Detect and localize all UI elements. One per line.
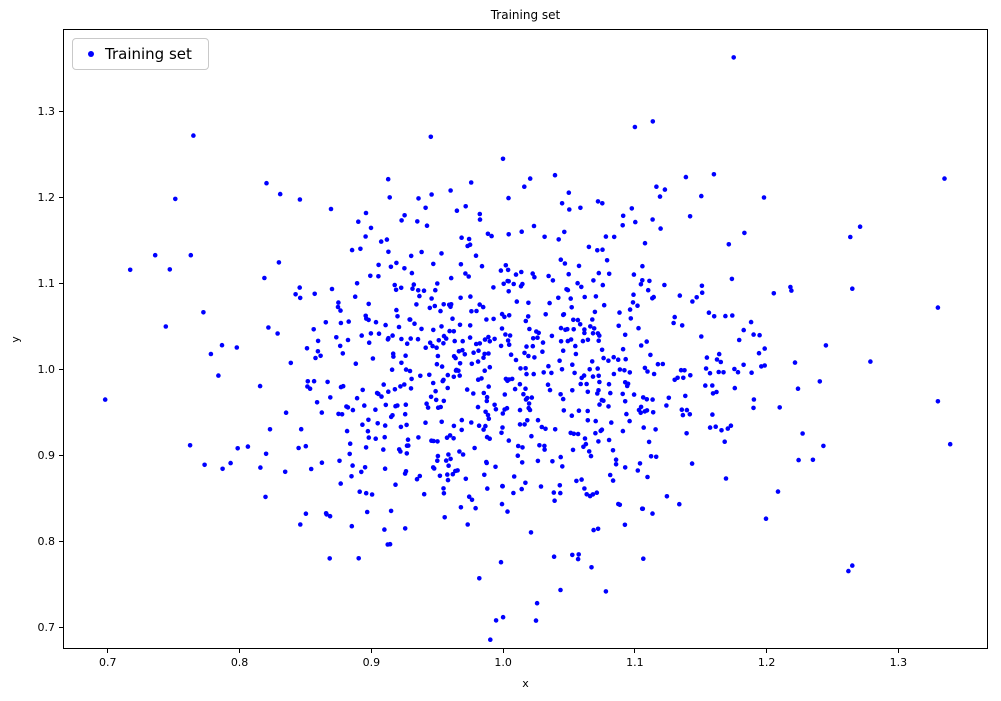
legend-marker-icon: [88, 51, 94, 57]
x-tick-label: 1.0: [494, 656, 512, 669]
y-tick-mark: [59, 455, 63, 457]
x-tick-label: 0.9: [362, 656, 381, 669]
y-tick-label: 1.2: [37, 190, 56, 204]
y-tick-label: 1.1: [37, 276, 56, 290]
x-axis-label: x: [522, 677, 529, 690]
x-tick-label: 1.2: [757, 656, 776, 669]
x-tick-mark: [502, 649, 504, 653]
y-tick-label: 1.0: [37, 362, 56, 376]
x-tick-mark: [766, 649, 768, 653]
y-axis-label: y: [8, 336, 22, 343]
y-tick-label: 1.3: [37, 104, 56, 118]
y-tick-label: 0.9: [37, 448, 56, 462]
x-tick-label: 0.7: [99, 656, 117, 669]
x-tick-label: 0.8: [230, 656, 249, 669]
x-tick-mark: [107, 649, 109, 653]
y-tick-mark: [59, 369, 63, 371]
y-tick-mark: [59, 197, 63, 199]
x-tick-label: 1.1: [626, 656, 644, 669]
legend-label: Training set: [105, 45, 192, 63]
y-tick-mark: [59, 541, 63, 542]
x-tick-mark: [634, 649, 636, 653]
plot-title: Training set: [490, 8, 561, 22]
y-tick-mark: [59, 111, 63, 113]
x-tick-mark: [897, 649, 899, 653]
x-tick-mark: [370, 649, 372, 653]
y-tick-label: 0.8: [37, 534, 56, 548]
legend: Training set: [72, 38, 209, 70]
y-tick-mark: [59, 283, 63, 285]
x-tick-mark: [239, 649, 241, 653]
y-tick-label: 0.7: [37, 620, 56, 634]
x-tick-label: 1.3: [889, 656, 908, 669]
y-tick-mark: [59, 627, 63, 628]
plot-area: [63, 29, 988, 649]
